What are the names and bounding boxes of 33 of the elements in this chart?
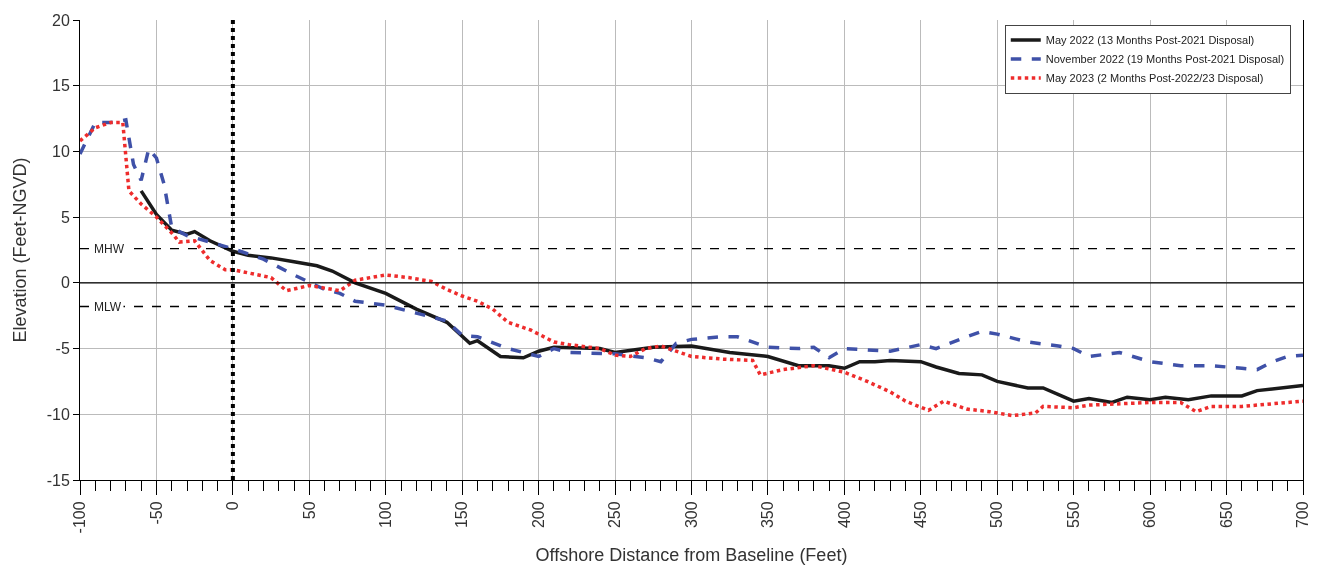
x-tick-label: 200 — [529, 501, 547, 529]
x-tick-label: 150 — [453, 501, 471, 529]
y-tick-label: 20 — [52, 11, 70, 29]
x-tick-label: 100 — [376, 501, 394, 529]
y-tick-label: 0 — [60, 274, 70, 292]
x-tick-label: -100 — [71, 501, 89, 534]
y-tick-label: 10 — [52, 143, 70, 161]
x-tick-label: 450 — [912, 501, 930, 529]
y-tick-label: 5 — [60, 208, 70, 226]
x-tick-label: 0 — [224, 501, 242, 511]
legend-label: May 2022 (13 Months Post-2021 Disposal) — [1045, 34, 1255, 47]
y-tick-label: -10 — [46, 405, 70, 423]
x-tick-label: -50 — [147, 501, 165, 525]
x-tick-label: 250 — [606, 501, 624, 529]
y-tick-label: -5 — [55, 340, 70, 358]
x-tick-label: 300 — [682, 501, 700, 529]
ref-line-label: MHW — [94, 242, 125, 256]
y-tick-label: 15 — [52, 77, 70, 95]
x-tick-label: 600 — [1141, 501, 1159, 529]
legend-label: November 2022 (19 Months Post-2021 Disposal) — [1045, 53, 1285, 66]
x-tick-label: 550 — [1064, 501, 1082, 529]
y-tick-label: -15 — [46, 471, 70, 489]
ref-line-label: MLW — [94, 300, 122, 314]
x-tick-label: 700 — [1294, 501, 1312, 529]
x-tick-label: 350 — [759, 501, 777, 529]
x-tick-label: 400 — [835, 501, 853, 529]
x-tick-label: 50 — [300, 501, 318, 520]
x-tick-label: 500 — [988, 501, 1006, 529]
legend-label: May 2023 (2 Months Post-2022/23 Disposal) — [1045, 72, 1264, 85]
x-axis-title: Offshore Distance from Baseline (Feet) — [535, 544, 848, 565]
y-axis-title: Elevation (Feet-NGVD) — [9, 157, 30, 343]
line-series — [139, 189, 1303, 405]
x-tick-label: 650 — [1217, 501, 1235, 529]
